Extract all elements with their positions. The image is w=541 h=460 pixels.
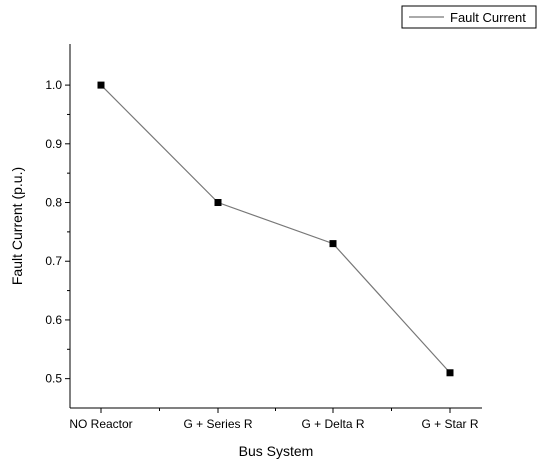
data-point-1 <box>214 199 222 207</box>
x-ticks: NO Reactor G + Series R G + Delta R G + Sta… <box>69 408 479 431</box>
x-tick-label-1: G + Series R <box>183 417 252 431</box>
x-tick-label-3: G + Star R <box>421 417 478 431</box>
y-tick-label-0: 0.5 <box>45 372 62 386</box>
x-tick-label-0: NO Reactor <box>69 417 132 431</box>
y-tick-label-5: 1.0 <box>45 78 62 92</box>
y-ticks: 0.5 0.6 0.7 0.8 0.9 1.0 <box>45 78 70 386</box>
y-axis-title: Fault Current (p.u.) <box>9 167 25 285</box>
x-axis-title: Bus System <box>239 443 314 459</box>
data-point-3 <box>446 369 454 377</box>
legend-label: Fault Current <box>450 10 526 25</box>
series-line <box>100 84 451 374</box>
data-point-2 <box>329 240 337 248</box>
legend-box <box>401 5 537 29</box>
legend: Fault Current <box>401 5 537 29</box>
series-fault-current <box>97 81 454 377</box>
data-point-0 <box>97 81 105 89</box>
y-tick-label-1: 0.6 <box>45 313 62 327</box>
x-tick-label-2: G + Delta R <box>301 417 364 431</box>
y-tick-label-3: 0.8 <box>45 196 62 210</box>
y-tick-label-4: 0.9 <box>45 137 62 151</box>
y-tick-label-2: 0.7 <box>45 254 62 268</box>
axes <box>69 44 482 409</box>
